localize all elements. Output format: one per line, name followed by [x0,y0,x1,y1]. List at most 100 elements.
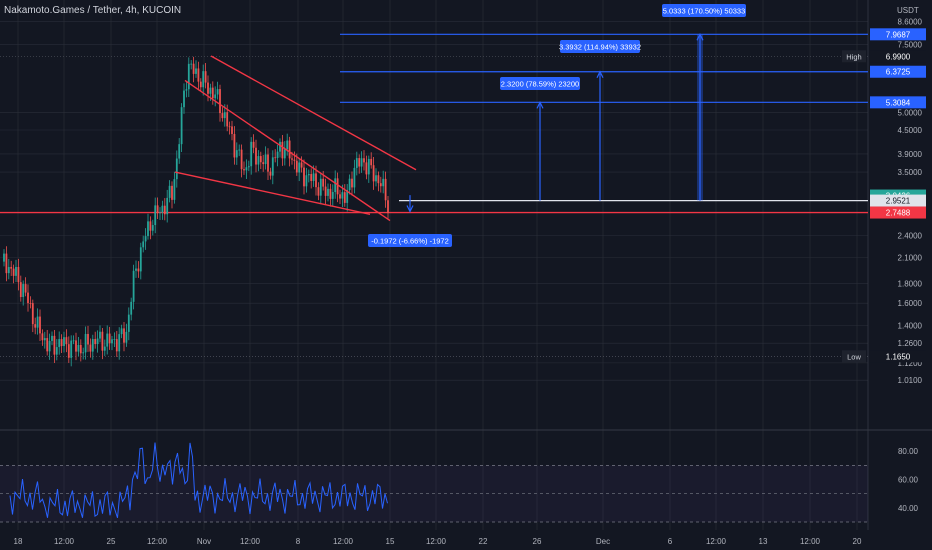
candle-body [349,179,351,190]
candle-body [27,293,29,304]
candle-body [3,254,5,262]
candle-body [248,166,250,167]
candle-body [210,88,212,94]
rsi-tick-label: 80.00 [898,447,919,456]
candle-body [46,338,48,351]
candle-body [8,267,10,273]
candle-body [358,158,360,166]
candle-body [207,83,209,94]
price-tick-label: 4.5000 [898,126,923,135]
candle-body [75,340,77,351]
candle-body [118,334,120,351]
candle-body [354,168,356,187]
price-tag-label: Low [847,352,861,361]
candle-body [332,192,334,199]
candle-body [32,303,34,324]
candle-body [217,89,219,94]
candle-body [66,337,68,344]
candle-body [308,174,310,175]
candle-body [303,168,305,187]
candle-body [51,336,53,341]
candle-body [123,328,125,342]
candle-body [37,317,39,328]
price-tick-label: 3.5000 [898,168,923,177]
candle-body [301,162,303,167]
candle-body [150,221,152,230]
time-tick-label: 12:00 [54,537,75,546]
price-label: 5.3084 [886,98,911,107]
candle-body [145,236,147,241]
candle-body [54,336,56,355]
time-tick-label: 6 [668,537,673,546]
price-tick-label: 5.0000 [898,108,923,117]
candle-body [387,200,389,213]
candle-body [363,158,365,162]
candle-body [164,206,166,215]
candle-body [15,267,17,276]
price-tick-label: 2.1000 [898,254,923,263]
annotation-label: 5.0333 (170.50%) 50333 [663,7,746,16]
price-label: 2.9521 [886,197,911,206]
candle-body [236,150,238,157]
candle-body [212,88,214,99]
candle-body [241,150,243,170]
candle-body [138,269,140,272]
candle-body [169,186,171,198]
time-tick-label: 12:00 [706,537,727,546]
candle-body [30,303,32,304]
candle-body [6,254,8,274]
price-tick-label: 7.5000 [898,40,923,49]
candle-body [68,344,70,358]
candle-body [186,89,188,90]
candle-body [178,144,180,158]
price-label: 2.7488 [886,209,911,218]
candle-body [296,161,298,173]
candle-body [140,247,142,271]
candle-body [344,192,346,203]
time-tick-label: 22 [479,537,488,546]
candle-body [320,179,322,196]
candle-body [272,157,274,175]
candle-body [342,192,344,198]
candle-body [327,189,329,196]
candle-body [250,142,252,166]
candle-body [49,341,51,351]
price-tick-label: 1.0100 [898,376,923,385]
candle-body [313,173,315,181]
candle-body [224,112,226,118]
candle-body [214,94,216,98]
candle-body [370,159,372,165]
candle-body [10,267,12,269]
annotation-label: 3.3932 (114.94%) 33932 [559,43,641,52]
time-tick-label: 8 [296,537,301,546]
price-tick-label: 1.2600 [898,339,923,348]
price-tick-label: 1.8000 [898,279,923,288]
candle-body [70,341,72,358]
candle-body [18,267,20,282]
time-tick-label: Dec [596,537,610,546]
candle-body [265,155,267,165]
candle-body [126,332,128,343]
candle-body [154,205,156,225]
candle-body [61,339,63,346]
candle-body [102,332,104,351]
candle-body [315,173,317,187]
candle-body [94,339,96,344]
candle-body [39,317,41,334]
candle-body [133,271,135,302]
candle-body [188,64,190,89]
target-band [697,34,703,200]
candle-body [243,169,245,170]
candle-body [282,142,284,159]
candle-body [195,68,197,73]
candle-body [306,175,308,186]
candle-body [274,157,276,158]
time-tick-label: 12:00 [800,537,821,546]
time-tick-label: 12:00 [333,537,354,546]
candle-body [289,141,291,159]
price-tag-label: High [846,52,861,61]
candle-body [25,284,27,293]
candle-body [337,178,339,194]
candle-body [334,178,336,192]
